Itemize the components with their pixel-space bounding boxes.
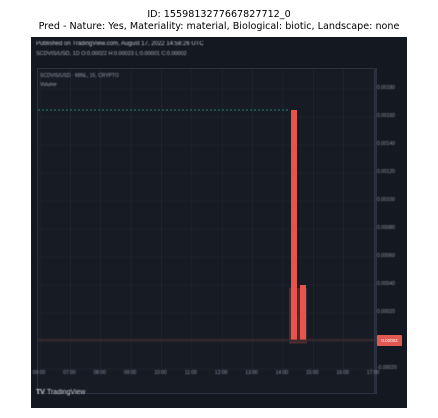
- x-tick-label: 12:00: [214, 370, 228, 376]
- symbol-legend: SCDVIS/USD · MINL, 15, CRYPTO: [40, 73, 119, 79]
- x-tick-label: 11:00: [184, 370, 197, 376]
- x-tick-label: 08:00: [93, 370, 106, 376]
- chart-plot-area[interactable]: SCDVIS/USD · MINL, 15, CRYPTO Volume: [37, 68, 377, 394]
- brand-name: TradingView: [46, 389, 86, 396]
- x-tick-label: 14:00: [275, 370, 289, 376]
- x-tick-label: 16:00: [336, 370, 349, 376]
- x-tick-label: 09:00: [123, 370, 137, 376]
- y-tick-label: 0.00020: [377, 309, 396, 315]
- x-tick-label: 09:00: [32, 370, 46, 376]
- tradingview-logo: TV TradingView: [36, 389, 85, 396]
- figure-prediction-caption: Pred - Nature: Yes, Materiality: materia…: [38, 21, 400, 32]
- y-tick-label: 0.00180: [377, 85, 396, 91]
- figure-id-caption: ID: 1559813277667827712_0: [147, 9, 291, 20]
- published-header: Published on TradingView.com, August 17,…: [36, 41, 204, 47]
- last-price-badge: 0.00002: [377, 335, 402, 346]
- x-tick-label: 17:00: [366, 370, 380, 376]
- y-tick-label: 0.00060: [377, 253, 396, 259]
- y-tick-label: 0.00140: [377, 141, 396, 147]
- candle-bar[interactable]: [300, 285, 306, 340]
- x-tick-label: 07:00: [63, 370, 76, 376]
- last-price-line: [38, 338, 376, 342]
- ohlc-header: SCDVIS/USD, 1D O:0.00022 H:0.00023 L:0.0…: [36, 51, 187, 57]
- candle-bar[interactable]: [291, 110, 297, 340]
- x-tick-label: 13:00: [245, 370, 258, 376]
- tradingview-chart-screenshot: Published on TradingView.com, August 17,…: [31, 37, 407, 408]
- volume-legend: Volume: [40, 82, 57, 88]
- y-tick-label: 0.00160: [377, 113, 396, 119]
- y-tick-label: 0.00040: [377, 281, 396, 287]
- y-tick-label: -0.00020: [377, 365, 397, 371]
- tradingview-mark-icon: TV: [36, 389, 45, 396]
- chart-canvas: [38, 69, 376, 393]
- y-tick-label: 0.00120: [377, 169, 396, 175]
- y-tick-label: 0.00100: [377, 197, 396, 203]
- x-tick-label: 15:00: [306, 370, 319, 376]
- y-tick-label: 0.00080: [377, 225, 396, 231]
- x-tick-label: 10:00: [154, 370, 167, 376]
